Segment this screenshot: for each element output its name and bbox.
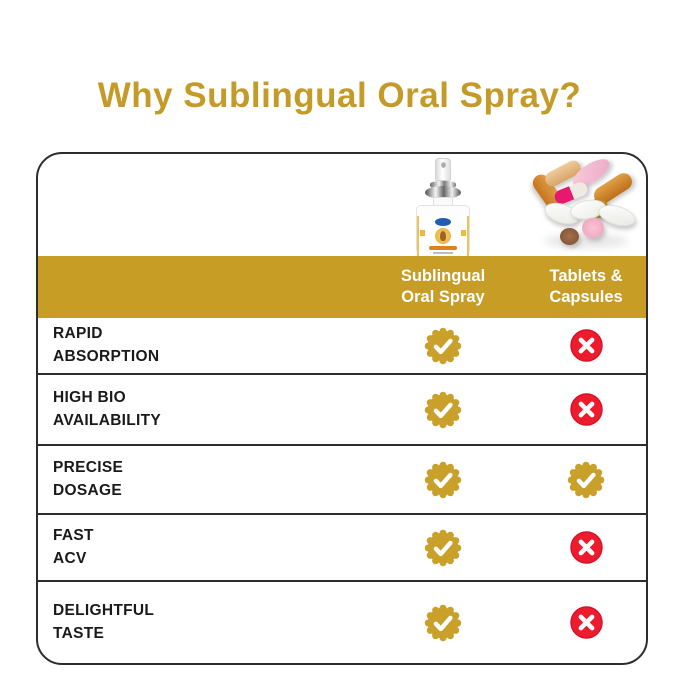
check-badge-icon	[424, 391, 462, 428]
table-row: HIGH BIO AVAILABILITY	[38, 373, 646, 444]
check-badge-icon	[424, 327, 462, 364]
spray-column-image-cell	[356, 154, 530, 256]
tablets-capsules-image	[529, 154, 642, 252]
page-title: Why Sublingual Oral Spray?	[97, 76, 582, 115]
comparison-card: Sublingual Oral Spray Tablets & Capsules…	[36, 152, 648, 665]
feature-label: DELIGHTFUL TASTE	[53, 602, 155, 642]
check-badge-icon	[424, 461, 462, 498]
cross-circle-icon	[569, 531, 603, 564]
cross-circle-icon	[569, 393, 603, 426]
table-row: PRECISE DOSAGE	[38, 444, 646, 513]
cross-circle-icon	[569, 606, 603, 639]
bottle-nozzle-hole	[441, 162, 446, 168]
feature-label: FAST ACV	[53, 527, 94, 567]
pink-round-tablet	[582, 218, 604, 238]
spray-value-cell	[356, 446, 530, 513]
table-row: FAST ACV	[38, 513, 646, 580]
check-badge-icon	[424, 529, 462, 566]
brown-round-tablet	[560, 228, 579, 245]
table-row: RAPID ABSORPTION	[38, 318, 646, 373]
bottle-chrome-collar	[425, 186, 461, 199]
feature-rows: RAPID ABSORPTION HIGH BIO AVAILABILITY	[38, 318, 646, 663]
spray-bottle-image	[414, 158, 472, 256]
spray-value-cell	[356, 515, 530, 580]
table-header-row: Sublingual Oral Spray Tablets & Capsules	[38, 256, 646, 318]
check-badge-icon	[424, 604, 462, 641]
spray-value-cell	[356, 318, 530, 373]
bottle-label-text-bar	[429, 246, 457, 250]
bottle-nozzle	[435, 158, 451, 181]
tablets-value-cell	[530, 582, 642, 663]
empty-header-cell	[38, 256, 356, 318]
cross-circle-icon	[569, 329, 603, 362]
check-badge-icon	[567, 461, 605, 498]
tablets-value-cell	[530, 318, 642, 373]
column-header-sublingual-oral-spray: Sublingual Oral Spray	[400, 266, 486, 306]
feature-label: RAPID ABSORPTION	[53, 325, 160, 365]
tablets-column-image-cell	[529, 154, 642, 256]
column-header-tablets-capsules: Tablets & Capsules	[549, 266, 623, 306]
spray-value-cell	[356, 375, 530, 444]
tablets-value-cell	[530, 375, 642, 444]
table-row: DELIGHTFUL TASTE	[38, 580, 646, 663]
feature-label: HIGH BIO AVAILABILITY	[53, 389, 162, 429]
bottle-label-subtext-bar	[433, 252, 453, 254]
spray-value-cell	[356, 582, 530, 663]
bottle-label-accent-left	[420, 230, 425, 236]
feature-label: PRECISE DOSAGE	[53, 459, 124, 499]
bottle-brand-logo	[435, 218, 451, 226]
product-images-row	[38, 154, 646, 256]
bottle-label-figure	[440, 231, 446, 241]
bottle-collar-top	[430, 181, 456, 189]
tablets-value-cell	[530, 446, 642, 513]
bottle-label-accent-right	[461, 230, 466, 236]
tablets-value-cell	[530, 515, 642, 580]
